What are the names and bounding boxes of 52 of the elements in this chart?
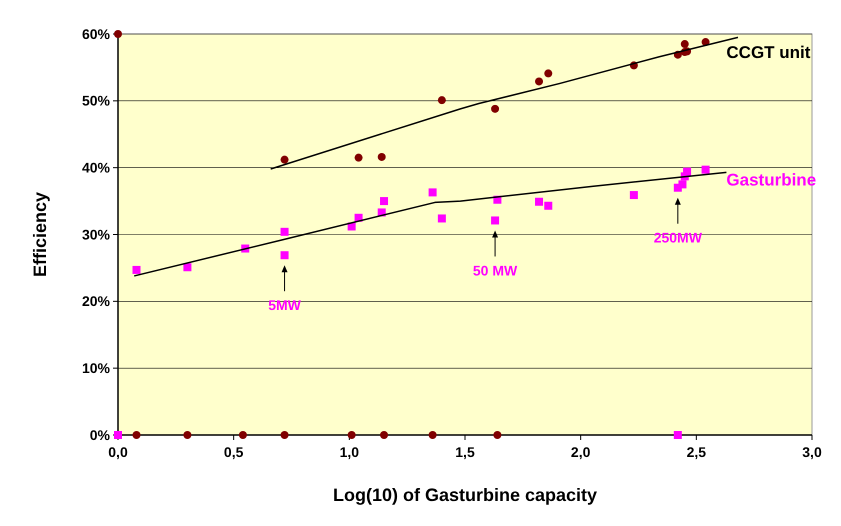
point [380,197,388,206]
point [674,431,682,439]
point [238,431,247,439]
point [544,69,552,78]
x-tick-label: 1,5 [455,444,475,460]
y-tick-label: 20% [82,293,111,310]
point [535,198,544,206]
x-tick-label: 0,0 [108,444,128,460]
y-tick-label: 50% [82,92,111,109]
point [493,431,502,439]
point [683,168,692,176]
series-label: CCGT unit [726,42,811,62]
point [280,431,289,439]
point [378,152,386,161]
point [630,191,638,200]
series-label: Gasturbine [726,170,816,190]
point [491,216,500,224]
x-tick-label: 2,0 [570,444,591,460]
point [280,251,289,260]
point [183,431,192,439]
point [280,156,289,164]
annotation: 50 MW [472,262,518,278]
point [678,180,686,188]
annotation: 250MW [654,230,703,246]
x-tick-label: 2,5 [686,444,706,460]
y-tick-label: 10% [82,360,111,376]
point [348,431,356,439]
point [544,202,552,210]
point [428,431,437,439]
y-tick-label: 0% [90,426,111,443]
x-tick-label: 3,0 [802,444,822,460]
x-axis-title: Log(10) of Gasturbine capacity [332,485,598,505]
y-axis-title: Efficiency [30,192,50,278]
annotation: 5MW [268,297,302,314]
point [354,154,363,162]
point [535,77,544,86]
y-tick-label: 60% [82,26,111,42]
y-tick-label: 40% [82,160,111,176]
point [438,214,446,222]
point [132,266,141,274]
point [428,188,437,196]
point [680,40,689,48]
point [280,228,289,236]
point [132,431,141,439]
y-tick-label: 30% [82,226,111,242]
point [183,263,192,272]
point [380,431,388,439]
point [438,96,446,104]
point [491,104,500,113]
x-tick-label: 0,5 [224,444,244,460]
x-tick-label: 1,0 [340,444,360,460]
point [702,166,710,174]
